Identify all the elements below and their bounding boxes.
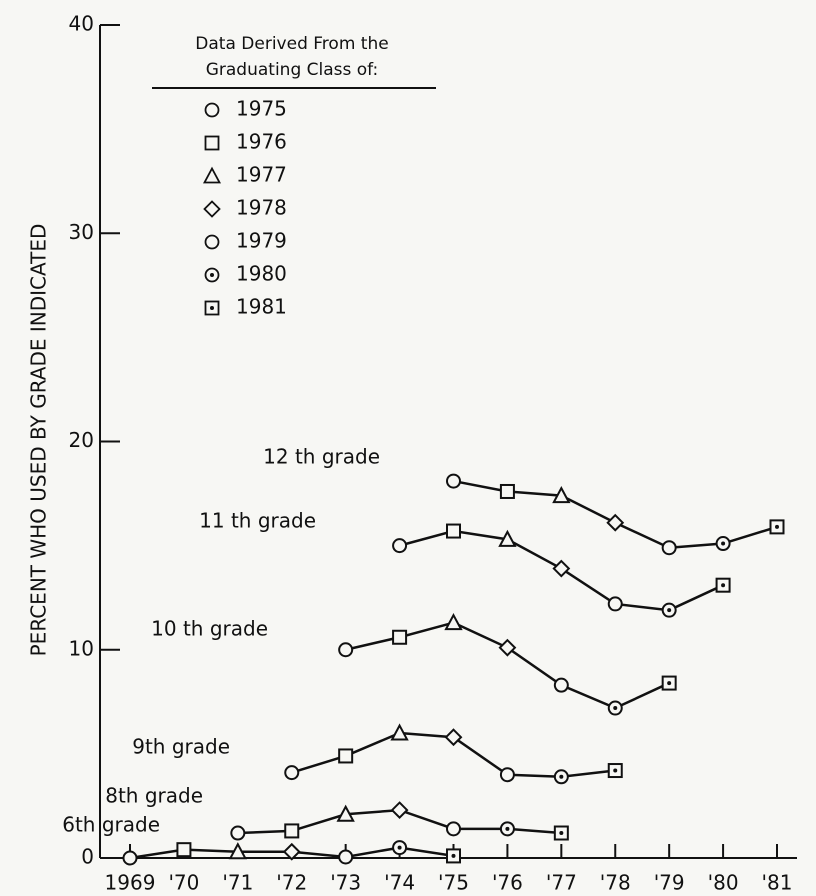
data-point <box>282 842 301 861</box>
data-point <box>498 638 517 657</box>
legend-marker <box>203 200 221 218</box>
marker-dot <box>721 541 726 546</box>
y-tick-label: 20 <box>69 428 94 452</box>
legend-label: 1981 <box>236 295 287 319</box>
data-point <box>176 842 192 858</box>
data-point <box>338 642 354 658</box>
legend-label: 1976 <box>236 130 287 154</box>
y-axis-label: PERCENT WHO USED BY GRADE INDICATED <box>27 224 51 657</box>
x-tick-label: '80 <box>708 871 739 895</box>
series-label: 10 th grade <box>151 617 268 641</box>
marker-dot <box>505 826 510 831</box>
legend-marker <box>204 135 220 151</box>
x-tick-label: 1969 <box>105 871 156 895</box>
marker-dot <box>451 853 456 858</box>
series-label: 11 th grade <box>199 509 316 533</box>
marker-dot <box>775 524 779 529</box>
data-point <box>284 765 300 781</box>
x-tick-label: '79 <box>654 871 685 895</box>
marker-dot <box>210 306 214 310</box>
y-tick-label: 10 <box>69 636 94 660</box>
marker-dot <box>667 608 672 613</box>
data-point <box>228 842 248 860</box>
data-point <box>444 613 463 631</box>
legend-label: 1975 <box>236 97 287 121</box>
legend-marker <box>204 234 220 250</box>
data-point <box>392 629 408 645</box>
data-point <box>553 677 569 693</box>
data-point <box>498 529 517 547</box>
data-point <box>499 767 515 783</box>
data-point <box>122 850 138 866</box>
x-tick-label: '81 <box>762 871 793 895</box>
data-point <box>499 483 515 499</box>
y-tick-label: 30 <box>69 220 94 244</box>
data-point <box>338 849 354 865</box>
series-label: 6th grade <box>62 813 160 837</box>
marker-dot <box>210 273 214 277</box>
x-tick-label: '71 <box>222 871 253 895</box>
series-label: 12 th grade <box>263 445 380 469</box>
x-tick-label: '77 <box>546 871 577 895</box>
marker-dot <box>613 768 618 773</box>
legend-title: Data Derived From the <box>195 34 388 54</box>
data-point <box>607 596 623 612</box>
data-point <box>446 523 461 539</box>
marker-dot <box>613 706 618 711</box>
data-point <box>390 801 409 820</box>
data-point <box>284 823 300 839</box>
marker-dot <box>667 681 672 686</box>
x-tick-label: '74 <box>384 871 415 895</box>
legend-marker <box>202 166 222 184</box>
data-point <box>444 728 463 747</box>
legend-label: 1978 <box>236 196 287 220</box>
x-tick-label: '72 <box>276 871 307 895</box>
marker-dot <box>559 774 564 779</box>
data-point <box>661 540 677 556</box>
legend-label: 1977 <box>236 163 287 187</box>
y-tick-label: 0 <box>81 845 94 869</box>
y-tick-label: 40 <box>69 12 94 36</box>
data-point <box>390 723 409 741</box>
data-point <box>606 513 625 532</box>
data-point <box>338 748 354 764</box>
marker-dot <box>397 845 402 850</box>
series-label: 8th grade <box>105 784 203 808</box>
data-point <box>552 486 571 504</box>
data-point <box>446 473 461 489</box>
series-label: 9th grade <box>132 735 230 759</box>
marker-dot <box>559 831 564 836</box>
legend-title: Graduating Class of: <box>206 60 379 80</box>
data-point <box>446 821 461 837</box>
data-point <box>392 538 408 554</box>
x-tick-label: '78 <box>600 871 631 895</box>
x-tick-label: '70 <box>168 871 199 895</box>
legend-label: 1979 <box>236 229 287 253</box>
legend-marker <box>204 102 220 118</box>
data-point <box>552 559 571 578</box>
data-point <box>230 825 246 841</box>
data-point <box>336 804 355 822</box>
x-tick-label: '73 <box>330 871 361 895</box>
x-tick-label: '75 <box>438 871 469 895</box>
marker-dot <box>721 583 726 588</box>
x-tick-label: '76 <box>492 871 523 895</box>
legend-label: 1980 <box>236 262 287 286</box>
